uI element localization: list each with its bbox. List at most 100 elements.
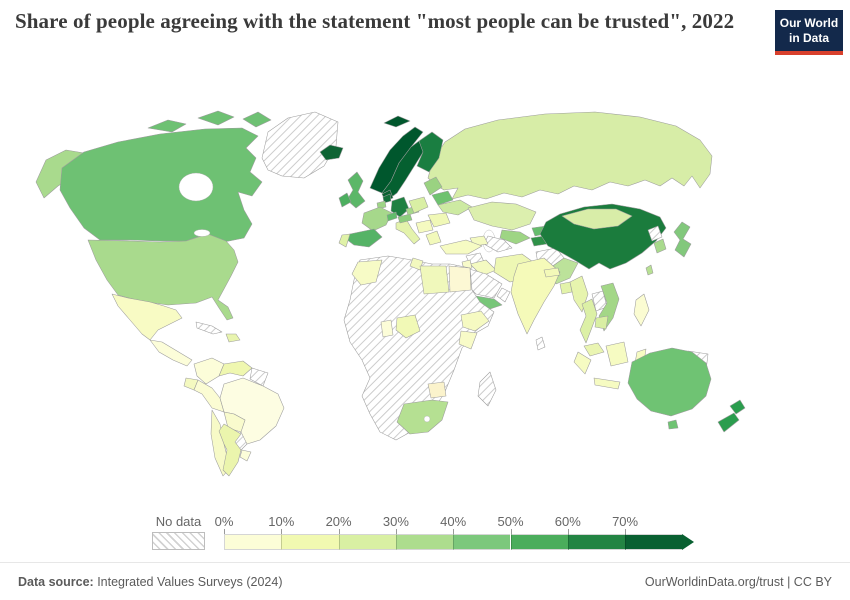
- legend-tick-mark: [338, 529, 340, 534]
- country-tunisia[interactable]: [409, 257, 424, 271]
- country-indonesia-borneo[interactable]: [605, 341, 629, 367]
- legend-bin-0[interactable]: [224, 534, 282, 550]
- hudson-bay: [178, 172, 214, 202]
- country-romania[interactable]: [427, 212, 451, 228]
- legend-tick-label-60: 60%: [554, 514, 581, 529]
- legend-tick-label-40: 40%: [440, 514, 467, 529]
- country-poland[interactable]: [408, 196, 429, 214]
- owid-logo[interactable]: Our World in Data: [775, 10, 843, 55]
- country-greenland[interactable]: [261, 111, 339, 179]
- country-uzbekistan[interactable]: [499, 229, 531, 245]
- country-north-korea[interactable]: [647, 225, 663, 242]
- no-data-swatch[interactable]: [152, 532, 205, 550]
- country-japan[interactable]: [673, 221, 692, 258]
- country-central-america[interactable]: [149, 339, 193, 367]
- country-baltic-states[interactable]: [423, 176, 443, 196]
- country-mongolia[interactable]: [561, 208, 633, 230]
- country-iceland[interactable]: [319, 144, 344, 161]
- country-taiwan[interactable]: [645, 264, 654, 276]
- country-australia[interactable]: [627, 347, 712, 417]
- country-peru[interactable]: [193, 379, 225, 413]
- country-canada-arctic-1[interactable]: [147, 119, 187, 133]
- country-western-balkans[interactable]: [415, 219, 434, 234]
- legend-bin-60[interactable]: [567, 534, 626, 550]
- country-turkey[interactable]: [439, 239, 483, 255]
- country-zimbabwe[interactable]: [427, 381, 447, 399]
- country-libya[interactable]: [419, 265, 450, 295]
- legend-tick-mark: [453, 529, 455, 534]
- country-finland[interactable]: [416, 131, 444, 173]
- no-data-label: No data: [155, 514, 202, 529]
- country-tasmania[interactable]: [667, 419, 679, 430]
- country-ethiopia[interactable]: [460, 310, 490, 332]
- country-philippines[interactable]: [633, 293, 650, 327]
- country-ukraine[interactable]: [437, 199, 473, 216]
- country-sri-lanka[interactable]: [535, 336, 546, 351]
- country-canada-arctic-2[interactable]: [197, 110, 235, 126]
- legend-bin-70[interactable]: [625, 534, 683, 550]
- country-uruguay[interactable]: [239, 449, 252, 462]
- footer-source: Data source: Integrated Values Surveys (…: [18, 575, 283, 589]
- country-new-zealand-south[interactable]: [717, 412, 740, 433]
- owid-logo-line2: in Data: [788, 31, 829, 45]
- country-south-africa[interactable]: [396, 399, 449, 435]
- country-nepal[interactable]: [543, 267, 561, 278]
- legend-bin-50[interactable]: [510, 534, 568, 550]
- country-switzerland[interactable]: [386, 211, 398, 222]
- countries-layer: [35, 110, 746, 477]
- country-united-kingdom[interactable]: [346, 171, 366, 209]
- country-kazakhstan[interactable]: [467, 201, 537, 231]
- country-indonesia-sumatra[interactable]: [573, 351, 592, 375]
- country-venezuela[interactable]: [218, 360, 253, 377]
- footer-attribution[interactable]: OurWorldinData.org/trust | CC BY: [644, 574, 832, 589]
- legend-tick-label-70: 70%: [612, 514, 639, 529]
- great-lakes: [193, 229, 211, 237]
- legend-bin-20[interactable]: [338, 534, 396, 550]
- world-choropleth-map: [0, 95, 850, 510]
- page-title: Share of people agreeing with the statem…: [15, 9, 735, 33]
- legend-tick-mark: [510, 529, 512, 534]
- country-belarus[interactable]: [431, 190, 454, 206]
- country-cuba[interactable]: [195, 321, 223, 335]
- country-egypt[interactable]: [448, 265, 472, 293]
- country-france[interactable]: [361, 206, 393, 232]
- legend-bin-10[interactable]: [281, 534, 339, 550]
- country-argentina[interactable]: [218, 423, 242, 477]
- country-indonesia-java[interactable]: [593, 377, 621, 390]
- legend-tick-label-0: 0%: [214, 514, 234, 529]
- map-legend: No data 0% 10% 20% 30% 40% 50% 60% 70%: [0, 514, 850, 560]
- footer: Data source: Integrated Values Surveys (…: [0, 562, 850, 600]
- legend-tick-mark: [395, 529, 397, 534]
- country-portugal[interactable]: [338, 233, 351, 248]
- owid-logo-line1: Our World: [779, 16, 839, 30]
- footer-source-label: Data source:: [18, 574, 94, 589]
- country-ireland[interactable]: [338, 192, 352, 208]
- country-new-zealand-north[interactable]: [729, 399, 746, 415]
- country-mexico[interactable]: [111, 293, 183, 341]
- country-oman[interactable]: [496, 287, 511, 303]
- country-thailand[interactable]: [579, 298, 598, 344]
- legend-tick-mark: [281, 529, 283, 534]
- country-hispaniola[interactable]: [225, 333, 241, 343]
- country-kenya[interactable]: [458, 330, 478, 350]
- country-nigeria[interactable]: [395, 314, 421, 339]
- country-canada[interactable]: [59, 127, 263, 243]
- country-cambodia[interactable]: [594, 315, 609, 330]
- country-south-korea[interactable]: [653, 238, 667, 254]
- legend-bin-30[interactable]: [395, 534, 454, 550]
- country-greece[interactable]: [425, 230, 442, 246]
- country-ghana[interactable]: [380, 319, 394, 338]
- legend-bin-40[interactable]: [453, 534, 511, 550]
- country-svalbard[interactable]: [383, 115, 411, 128]
- legend-tick-label-10: 10%: [268, 514, 295, 529]
- country-madagascar[interactable]: [477, 371, 497, 407]
- country-austria[interactable]: [397, 213, 413, 224]
- legend-tick-label-30: 30%: [382, 514, 409, 529]
- country-canada-arctic-3[interactable]: [242, 111, 272, 128]
- country-spain[interactable]: [345, 228, 383, 248]
- map-svg: [35, 110, 746, 477]
- country-morocco[interactable]: [351, 259, 383, 286]
- country-malaysia[interactable]: [583, 342, 605, 357]
- country-russia[interactable]: [427, 111, 713, 200]
